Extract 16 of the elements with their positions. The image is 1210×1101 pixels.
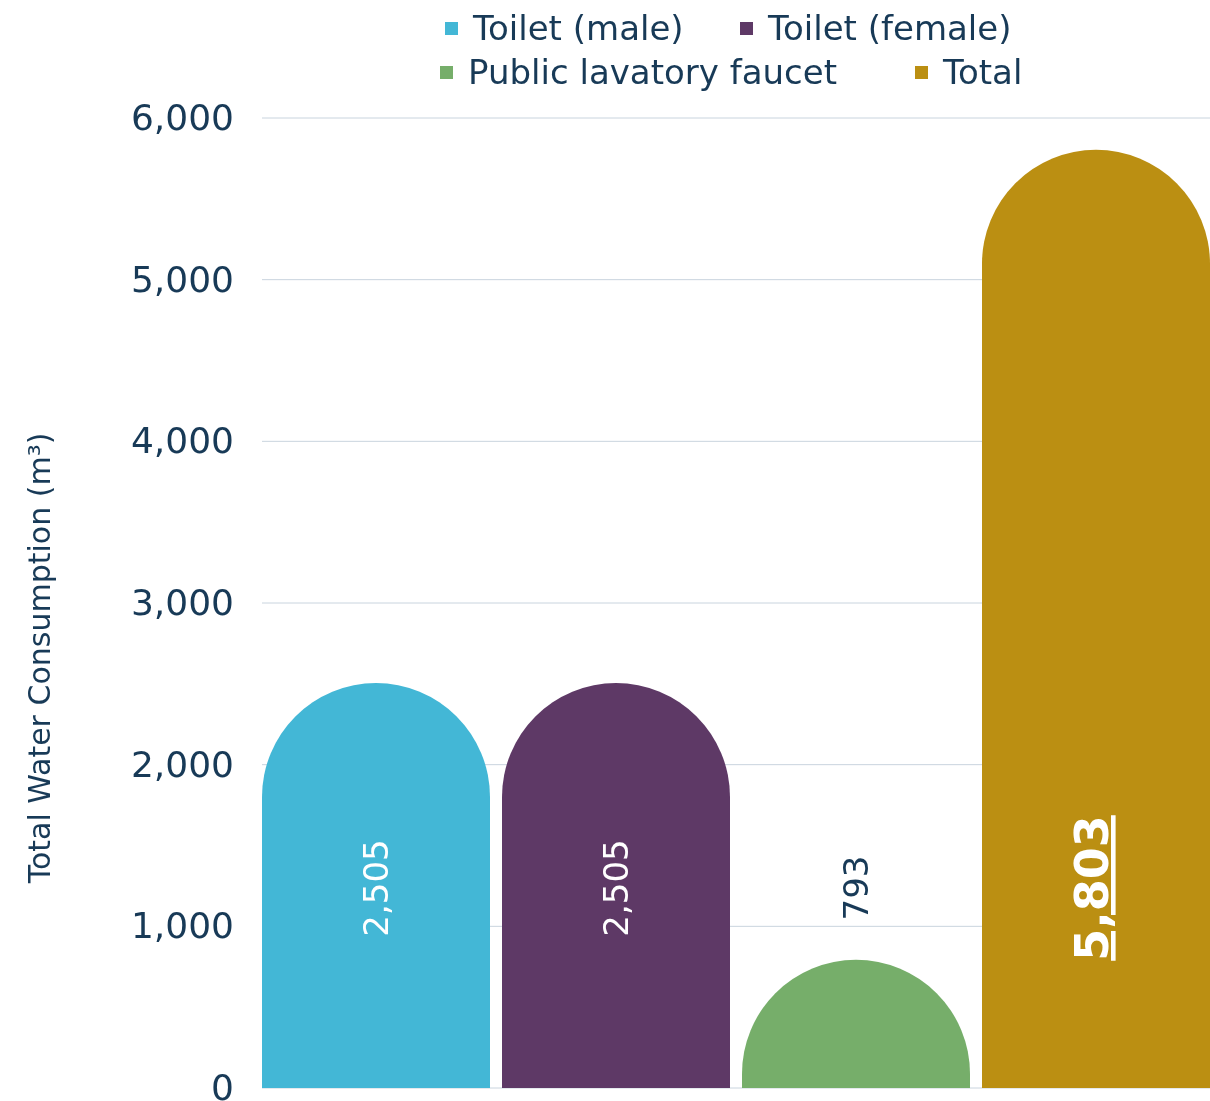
legend-label: Toilet (female) (767, 8, 1012, 48)
y-tick-label: 3,000 (130, 582, 234, 624)
text: 5,803 (1065, 815, 1119, 961)
y-tick-label: 2,000 (130, 743, 234, 785)
y-axis-title: Total Water Consumption (m³) (22, 432, 57, 885)
text: 793 (836, 855, 876, 921)
text: 2,505 (356, 839, 396, 937)
y-tick-label: 4,000 (130, 420, 234, 462)
y-tick-label: 5,000 (130, 258, 234, 300)
y-tick-label: 1,000 (130, 905, 234, 947)
y-tick-label: 0 (211, 1067, 234, 1101)
legend-label: Total (942, 52, 1023, 92)
text: 2,505 (596, 839, 636, 937)
legend-label: Public lavatory faucet (468, 52, 838, 92)
legend-label: Toilet (male) (472, 8, 684, 48)
y-tick-label: 6,000 (130, 97, 234, 139)
